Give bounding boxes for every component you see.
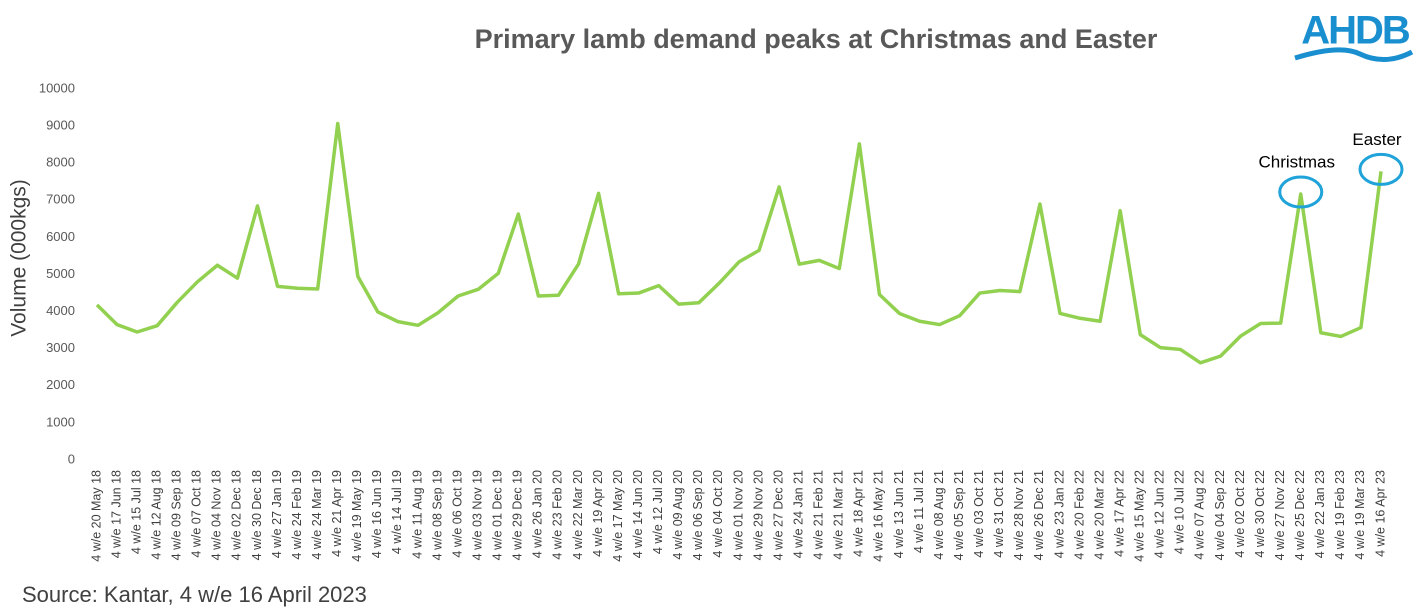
x-tick-label: 4 w/e 03 Oct 21 [972, 470, 986, 558]
x-tick-label: 4 w/e 15 Jul 18 [129, 470, 143, 554]
x-tick-label: 4 w/e 09 Sep 18 [170, 470, 184, 560]
y-tick-label: 4000 [46, 303, 75, 318]
x-tick-label: 4 w/e 04 Sep 22 [1213, 470, 1227, 560]
x-tick-label: 4 w/e 02 Oct 22 [1233, 470, 1247, 558]
x-tick-label: 4 w/e 29 Nov 20 [751, 470, 765, 560]
x-tick-label: 4 w/e 01 Nov 20 [731, 470, 745, 560]
x-tick-label: 4 w/e 17 Apr 22 [1112, 470, 1126, 557]
x-tick-label: 4 w/e 30 Dec 18 [250, 470, 264, 560]
x-tick-label: 4 w/e 10 Jul 22 [1173, 470, 1187, 554]
x-tick-label: 4 w/e 12 Jun 22 [1153, 470, 1167, 558]
x-tick-label: 4 w/e 21 Feb 21 [812, 470, 826, 560]
x-tick-label: 4 w/e 16 Apr 23 [1373, 470, 1387, 557]
x-tick-label: 4 w/e 31 Oct 21 [992, 470, 1006, 558]
x-tick-label: 4 w/e 06 Oct 19 [450, 470, 464, 558]
x-tick-label: 4 w/e 13 Jun 21 [892, 470, 906, 558]
x-tick-label: 4 w/e 19 Mar 23 [1353, 470, 1367, 560]
x-tick-label: 4 w/e 19 Apr 20 [591, 470, 605, 557]
y-tick-label: 8000 [46, 155, 75, 170]
x-tick-label: 4 w/e 15 May 22 [1133, 470, 1147, 562]
x-tick-label: 4 w/e 05 Sep 21 [952, 470, 966, 560]
logo: AHDB [1294, 9, 1414, 62]
source: Source: Kantar, 4 w/e 16 April 2023 [22, 582, 367, 607]
x-tick-label: 4 w/e 03 Nov 19 [470, 470, 484, 560]
x-tick-label: 4 w/e 18 Apr 21 [852, 470, 866, 557]
x-tick-label: 4 w/e 30 Oct 22 [1253, 470, 1267, 558]
x-tick-label: 4 w/e 25 Dec 22 [1293, 470, 1307, 560]
x-tick-label: 4 w/e 20 Feb 22 [1072, 470, 1086, 560]
x-tick-label: 4 w/e 28 Nov 21 [1012, 470, 1026, 560]
x-tick-label: 4 w/e 26 Dec 21 [1032, 470, 1046, 560]
x-tick-label: 4 w/e 22 Jan 23 [1313, 470, 1327, 558]
x-tick-label: 4 w/e 07 Oct 18 [190, 470, 204, 558]
x-tick-label: 4 w/e 21 Mar 21 [832, 470, 846, 560]
x-tick-label: 4 w/e 23 Jan 22 [1052, 470, 1066, 558]
x-tick-label: 4 w/e 11 Jul 21 [912, 470, 926, 553]
x-tick-label: 4 w/e 19 May 19 [350, 470, 364, 562]
x-tick-label: 4 w/e 17 Jun 18 [109, 470, 123, 558]
x-tick-label: 4 w/e 27 Nov 22 [1273, 470, 1287, 560]
x-tick-label: 4 w/e 19 Feb 23 [1333, 470, 1347, 560]
x-tick-label: 4 w/e 08 Sep 19 [430, 470, 444, 560]
x-tick-label: 4 w/e 16 May 21 [872, 470, 886, 562]
x-tick-label: 4 w/e 12 Jul 20 [651, 470, 665, 554]
y-tick-label: 3000 [46, 340, 75, 355]
logo-text: AHDB [1301, 9, 1410, 53]
x-tick-label: 4 w/e 26 Jan 20 [531, 470, 545, 558]
y-tick-label: 1000 [46, 414, 75, 429]
y-tick-label: 5000 [46, 266, 75, 281]
x-tick-label: 4 w/e 24 Jan 21 [791, 470, 805, 558]
x-tick-label: 4 w/e 16 Jun 19 [370, 470, 384, 558]
x-tick-label: 4 w/e 29 Dec 19 [511, 470, 525, 560]
x-tick-label: 4 w/e 07 Aug 22 [1193, 470, 1207, 560]
x-tick-label: 4 w/e 27 Dec 20 [771, 470, 785, 560]
chart-title: Primary lamb demand peaks at Christmas a… [475, 24, 1158, 54]
annotation-circle [1278, 175, 1324, 209]
y-tick-label: 9000 [46, 118, 75, 133]
annotation-circle [1358, 152, 1404, 186]
x-tick-label: 4 w/e 09 Aug 20 [671, 470, 685, 560]
annotation-label: Easter [1352, 130, 1401, 149]
x-tick-label: 4 w/e 14 Jul 19 [390, 470, 404, 554]
y-tick-label: 10000 [39, 80, 75, 95]
x-tick-label: 4 w/e 02 Dec 18 [230, 470, 244, 560]
x-tick-label: 4 w/e 04 Nov 18 [210, 470, 224, 560]
y-tick-label: 6000 [46, 229, 75, 244]
x-tick-label: 4 w/e 24 Mar 19 [310, 470, 324, 560]
x-tick-label: 4 w/e 14 Jun 20 [631, 470, 645, 558]
x-tick-label: 4 w/e 22 Mar 20 [571, 470, 585, 560]
x-tick-label: 4 w/e 08 Aug 21 [932, 470, 946, 560]
y-tick-label: 0 [68, 451, 75, 466]
x-tick-label: 4 w/e 01 Dec 19 [491, 470, 505, 560]
y-axis-label: Volume (000kgs) [8, 179, 31, 337]
data-line [95, 121, 1383, 365]
x-tick-label: 4 w/e 21 Apr 19 [330, 470, 344, 557]
y-tick-label: 7000 [46, 192, 75, 207]
x-tick-label: 4 w/e 12 Aug 18 [149, 470, 163, 560]
logo-wave [1294, 47, 1414, 62]
y-tick-label: 2000 [46, 377, 75, 392]
x-tick-label: 4 w/e 20 May 18 [89, 470, 103, 562]
x-tick-label: 4 w/e 17 May 20 [611, 470, 625, 562]
x-tick-label: 4 w/e 04 Oct 20 [711, 470, 725, 558]
x-tick-label: 4 w/e 06 Sep 20 [691, 470, 705, 560]
x-tick-label: 4 w/e 23 Feb 20 [551, 470, 565, 560]
x-tick-label: 4 w/e 27 Jan 19 [270, 470, 284, 558]
annotation-label: Christmas [1258, 152, 1335, 171]
x-tick-label: 4 w/e 20 Mar 22 [1092, 470, 1106, 560]
x-tick-label: 4 w/e 24 Feb 19 [290, 470, 304, 560]
x-tick-label: 4 w/e 11 Aug 19 [410, 470, 424, 559]
